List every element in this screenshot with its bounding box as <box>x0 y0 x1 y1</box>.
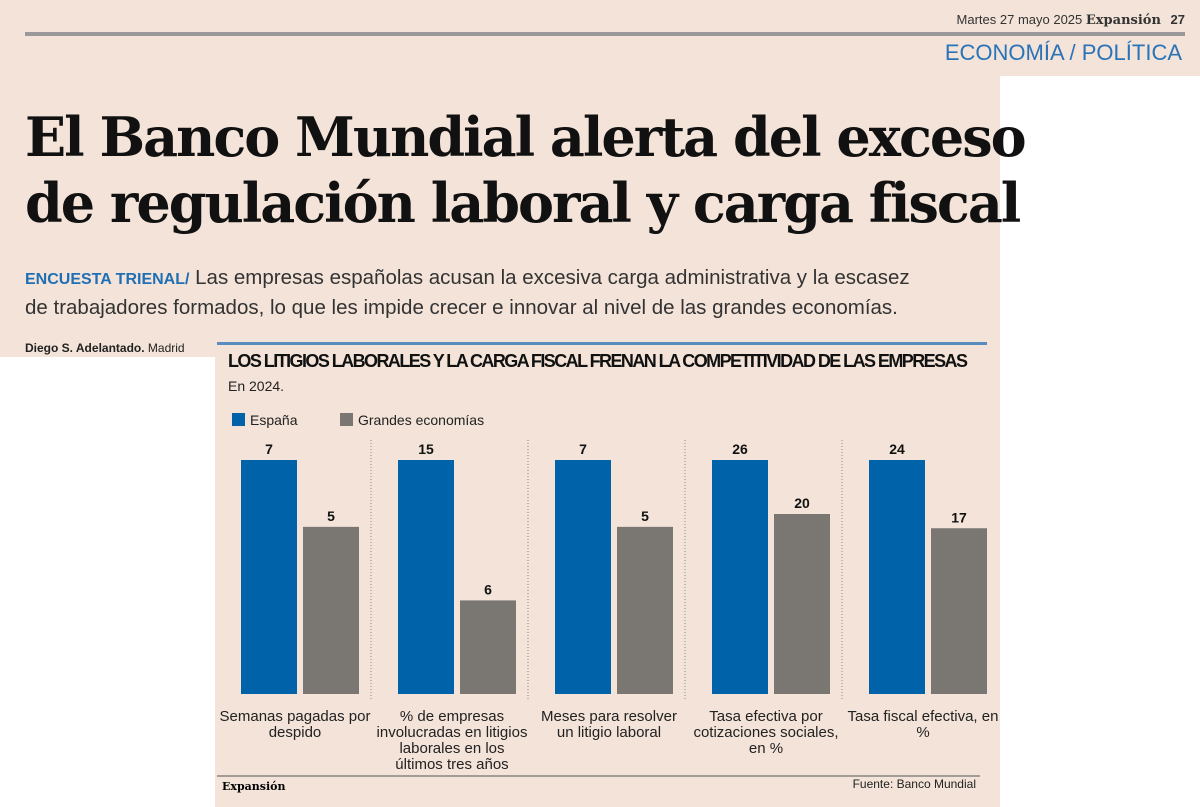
value-label: 5 <box>327 508 335 524</box>
chart-rule <box>217 342 987 345</box>
legend-swatch <box>232 413 245 426</box>
bar <box>555 460 611 694</box>
value-label: 7 <box>265 441 273 457</box>
bar <box>617 526 673 694</box>
chart-brand: Expansión <box>222 780 285 793</box>
legend-label: España <box>250 412 298 428</box>
band <box>0 0 1200 76</box>
chart-source: Fuente: Banco Mundial <box>853 777 976 791</box>
lead-text: Las empresas españolas acusan la excesiv… <box>25 266 910 319</box>
date: Martes 27 mayo 2025 <box>956 12 1083 27</box>
bar <box>303 526 359 694</box>
chart-subtitle: En 2024. <box>228 378 284 394</box>
brand: Expansión <box>1085 13 1161 28</box>
legend-label: Grandes economías <box>358 412 484 428</box>
byline: Diego S. Adelantado. Madrid <box>25 341 185 355</box>
value-label: 20 <box>794 495 810 511</box>
bar <box>774 514 830 694</box>
page-number: 27 <box>1170 12 1185 27</box>
rule <box>25 32 1185 36</box>
value-label: 24 <box>889 441 905 457</box>
bar <box>460 600 516 694</box>
place: Madrid <box>147 341 185 355</box>
section: ECONOMÍA / POLÍTICA <box>944 40 1182 65</box>
bar <box>398 460 454 694</box>
headline: El Banco Mundial alerta del exceso de re… <box>25 104 1027 236</box>
bar <box>712 460 768 694</box>
value-label: 15 <box>418 441 434 457</box>
category-label: % de empresas involucradas en litigios l… <box>376 708 528 773</box>
value-label: 6 <box>484 581 492 597</box>
value-label: 26 <box>732 441 748 457</box>
headline-line: El Banco Mundial alerta del exceso <box>25 105 1027 169</box>
headline-line: de regulación laboral y carga fiscal <box>25 171 1021 235</box>
category-label: Tasa efectiva por cotizaciones sociales,… <box>693 708 839 757</box>
category-label: Meses para resolver un litigio laboral <box>541 708 677 741</box>
author: Diego S. Adelantado. <box>25 341 145 355</box>
value-label: 17 <box>951 509 967 525</box>
band <box>0 76 1000 357</box>
value-label: 7 <box>579 441 587 457</box>
dateline: Martes 27 mayo 2025 Expansión 27 <box>957 12 1185 28</box>
chart-title: LOS LITIGIOS LABORALES Y LA CARGA FISCAL… <box>228 351 968 371</box>
value-label: 5 <box>641 508 649 524</box>
bar <box>241 460 297 694</box>
legend-swatch <box>340 413 353 426</box>
category-label: Semanas pagadas por despido <box>219 708 371 741</box>
bar <box>869 460 925 694</box>
category-label: Tasa fiscal efectiva, en % <box>847 708 999 741</box>
lead: ENCUESTA TRIENAL/ Las empresas españolas… <box>25 264 925 322</box>
bar <box>931 528 987 694</box>
kicker: ENCUESTA TRIENAL/ <box>25 271 190 288</box>
